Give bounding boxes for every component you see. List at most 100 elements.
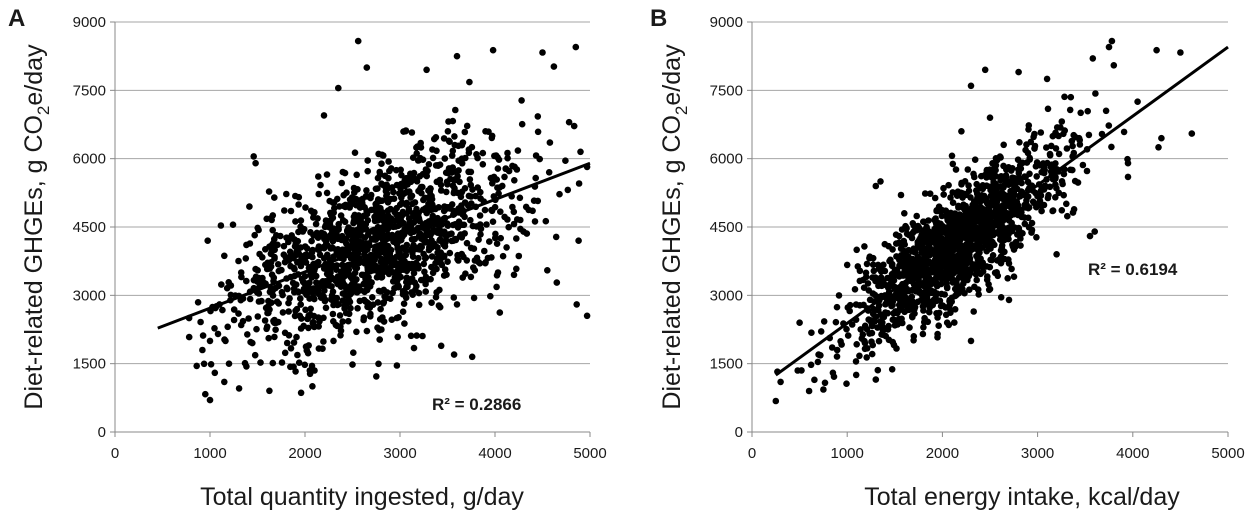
data-point	[1060, 130, 1067, 138]
data-point	[436, 176, 444, 184]
data-point	[275, 318, 282, 326]
data-point	[401, 320, 408, 327]
y-tick-label: 4500	[710, 219, 743, 236]
data-point	[923, 290, 930, 297]
data-point	[1028, 226, 1036, 234]
data-point	[445, 118, 452, 125]
data-point	[988, 184, 995, 192]
data-point	[225, 360, 233, 368]
data-point	[422, 280, 429, 288]
panel-letter: A	[8, 5, 25, 32]
data-point	[306, 370, 314, 378]
data-point	[419, 236, 427, 244]
data-point	[268, 216, 276, 224]
data-point	[852, 358, 860, 365]
data-point	[427, 206, 434, 214]
data-point	[326, 197, 334, 205]
data-point	[488, 254, 495, 261]
trendline	[157, 161, 591, 330]
data-point	[393, 204, 401, 212]
data-point	[482, 259, 489, 266]
data-point	[337, 268, 345, 276]
data-point	[921, 190, 929, 197]
data-point	[856, 277, 864, 285]
data-point	[442, 169, 450, 176]
data-point	[1002, 181, 1010, 188]
data-point	[511, 177, 518, 184]
data-point	[1066, 106, 1074, 114]
data-point	[271, 194, 278, 201]
data-point	[443, 271, 450, 279]
data-point	[230, 306, 238, 313]
data-point	[941, 242, 949, 249]
data-point	[280, 251, 288, 258]
data-point	[185, 333, 193, 341]
data-point	[808, 329, 815, 337]
data-point	[455, 142, 462, 150]
data-point	[384, 246, 391, 254]
data-point	[1008, 219, 1015, 227]
data-point	[1014, 156, 1022, 163]
data-point	[461, 128, 469, 136]
data-point	[377, 305, 384, 313]
data-point	[503, 244, 510, 251]
data-point	[1043, 75, 1051, 83]
data-point	[403, 199, 411, 207]
data-point	[510, 271, 518, 279]
data-point	[385, 158, 392, 165]
data-point	[934, 334, 941, 341]
data-point	[290, 264, 298, 272]
data-point	[402, 127, 410, 134]
data-point	[470, 294, 478, 302]
data-point	[485, 128, 492, 135]
data-point	[399, 244, 407, 252]
data-point	[251, 231, 258, 239]
data-point	[237, 269, 245, 276]
data-point	[491, 234, 499, 242]
data-point	[979, 263, 987, 271]
data-point	[940, 184, 947, 192]
data-point	[463, 239, 471, 247]
y-axis-title: Diet-related GHGEs, g CO2e/day	[20, 44, 53, 410]
data-point	[958, 179, 965, 187]
data-point	[830, 373, 838, 381]
data-point	[853, 341, 860, 348]
data-point	[848, 321, 856, 328]
data-point	[486, 238, 493, 245]
data-point	[487, 292, 494, 300]
data-point	[573, 301, 580, 308]
data-point	[363, 327, 371, 335]
data-point	[367, 310, 374, 318]
data-point	[434, 162, 442, 169]
data-point	[434, 244, 441, 251]
data-point	[562, 157, 569, 164]
data-point	[364, 167, 372, 175]
data-point	[515, 252, 523, 260]
data-point	[390, 188, 397, 196]
data-point	[335, 84, 342, 92]
data-point	[1110, 62, 1118, 69]
data-point	[330, 209, 338, 216]
data-point	[868, 321, 876, 328]
data-point	[411, 199, 419, 206]
data-point	[998, 244, 1006, 252]
data-point	[1001, 235, 1009, 242]
data-point	[974, 194, 981, 201]
data-point	[437, 259, 445, 267]
data-point	[400, 253, 407, 261]
data-point	[1064, 212, 1071, 220]
data-point	[862, 269, 870, 277]
data-point	[908, 234, 916, 242]
data-point	[407, 332, 415, 340]
data-point	[546, 139, 554, 146]
data-point	[1108, 143, 1115, 151]
data-point	[1067, 93, 1075, 101]
data-point	[532, 152, 540, 159]
data-point	[297, 217, 305, 224]
data-point	[956, 284, 964, 291]
data-point	[361, 251, 368, 258]
data-point	[454, 172, 461, 180]
data-point	[474, 184, 482, 191]
data-point	[463, 257, 471, 264]
